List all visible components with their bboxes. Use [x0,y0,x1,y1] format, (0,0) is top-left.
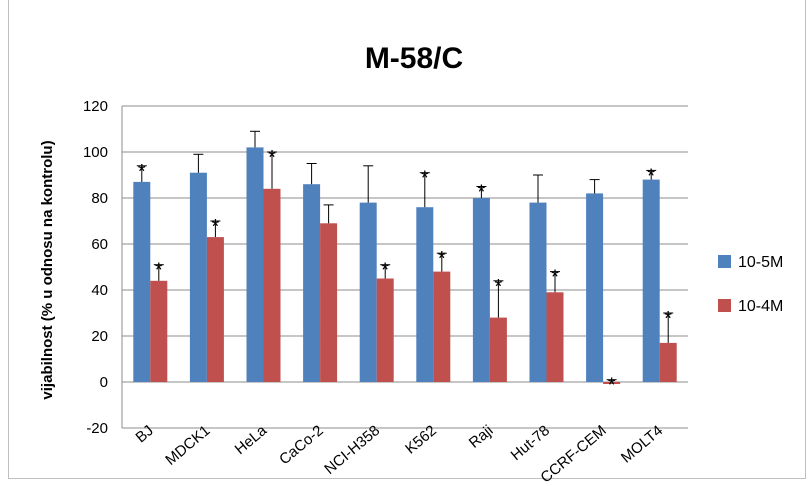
bar-10-5M-K562 [416,207,434,382]
bar-10-4M-K562 [433,271,451,382]
bar-10-5M-NCI-H358 [359,202,377,382]
legend-label: 10-5M [738,254,783,271]
significance-star: * [138,161,146,183]
category-label: NCI-H358 [321,422,383,478]
significance-star: * [212,216,220,238]
category-label: K562 [402,422,440,458]
y-tick-label: 40 [91,282,108,299]
category-label: Raji [466,422,497,452]
bar-10-5M-Raji [472,198,490,382]
bar-10-4M-CaCo-2 [320,223,338,382]
bar-10-5M-MDCK1 [189,172,207,382]
bar-10-4M-BJ [150,280,168,382]
y-tick-label: 0 [100,374,108,391]
bar-10-5M-BJ [133,181,151,382]
y-tick-label: 20 [91,328,108,345]
significance-star: * [438,248,446,270]
significance-star: * [664,308,672,330]
y-tick-labels: -20 0 20 40 60 80 100 120 [83,98,108,437]
significance-star: * [478,182,486,204]
bar-10-5M-CaCo-2 [303,184,321,382]
y-tick-label: 80 [91,190,108,207]
y-tick-label: 60 [91,236,108,253]
significance-star: * [155,260,163,282]
significance-star: * [381,260,389,282]
bar-10-4M-MOLT4 [659,342,677,382]
significance-star: * [551,267,559,289]
category-label: MOLT4 [618,422,666,466]
category-label: MDCK1 [162,422,213,469]
category-label: CaCo-2 [276,422,327,468]
significance-markers: * * * * * * * * * * * * * [138,147,672,397]
significance-star: * [647,165,655,187]
y-tick-label: 120 [83,98,108,115]
bar-10-4M-NCI-H358 [376,278,394,382]
significance-star: * [268,147,276,169]
legend: 10-5M 10-4M [718,254,783,315]
bar-10-5M-HeLa [246,147,264,382]
bar-10-4M-CCRF-CEM [603,382,621,384]
bar-10-5M-CCRF-CEM [586,193,604,382]
category-label: BJ [133,422,157,446]
significance-star: * [495,276,503,298]
bar-10-5M-Hut-78 [529,202,547,382]
category-label: HeLa [232,422,271,458]
significance-star: * [608,375,616,397]
error-bars [136,130,674,382]
legend-label: 10-4M [738,298,783,315]
bar-10-4M-MDCK1 [206,237,224,382]
y-axis-label: vijabilnost (% u odnosu na kontrolu) [39,140,56,399]
y-tick-label: -20 [86,420,108,437]
chart-title: M-58/C [365,42,463,75]
legend-swatch [718,299,731,312]
bar-10-5M-MOLT4 [642,179,660,382]
significance-star: * [421,168,429,190]
y-tick-label: 100 [83,144,108,161]
legend-swatch [718,255,731,268]
bar-10-4M-HeLa [263,188,281,382]
bars [133,147,677,384]
bar-10-4M-Hut-78 [546,292,564,382]
bar-10-4M-Raji [489,317,507,382]
